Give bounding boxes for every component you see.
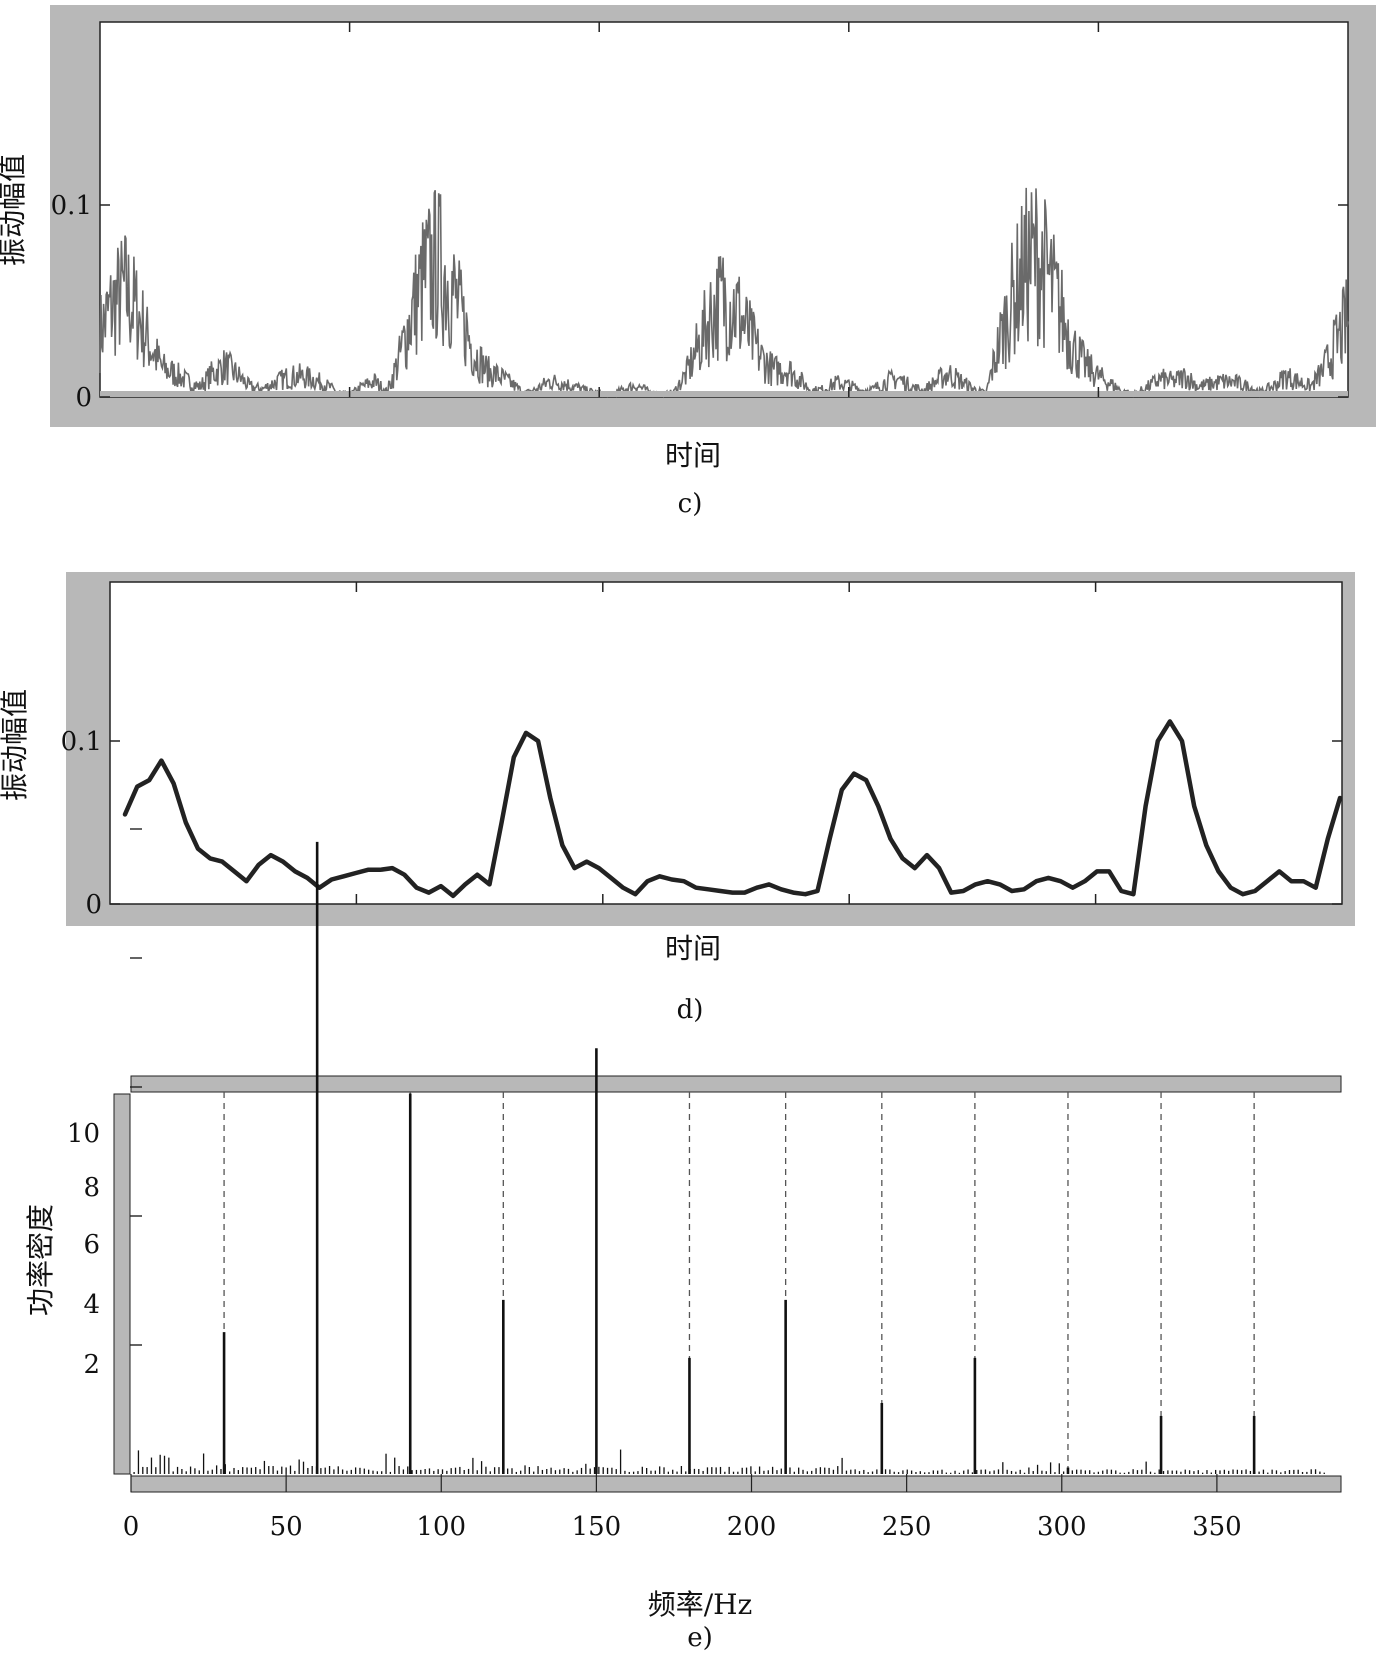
panel-e-top-bar — [130, 1075, 1342, 1093]
panel-e-xtick-label-4: 200 — [727, 1512, 777, 1542]
panel-e-harmonic-bars — [222, 841, 1256, 1474]
panel-e-noise-floor — [133, 1449, 1325, 1474]
panel-e-ytick-label-4: 10 — [67, 1119, 100, 1149]
panel-c-ylabel: 振动幅值 — [0, 154, 29, 266]
panel-e-left-bar — [113, 1093, 131, 1475]
panel-e-xtick-label-3: 150 — [572, 1512, 622, 1542]
panel-e-ytick-label-3: 8 — [83, 1173, 100, 1203]
panel-e-reference-lines — [223, 1092, 1255, 1474]
panel-e-bottom-bar — [130, 1475, 1342, 1493]
panel-e-ytick-label-2: 6 — [83, 1230, 100, 1260]
panel-c-ytick-label-0: 0 — [75, 383, 92, 413]
panel-d-chart: 00.1 振动幅值 时间 d) — [0, 572, 1355, 1025]
panel-e-xtick-label-1: 50 — [270, 1512, 303, 1542]
panel-e-xtick-label-5: 250 — [882, 1512, 932, 1542]
panel-c-ytick-label-1: 0.1 — [51, 191, 92, 221]
panel-c-chart: 00.1 振动幅值 时间 c) — [0, 5, 1376, 519]
panel-c-xlabel: 时间 — [665, 439, 721, 472]
panel-c-baseline-band — [100, 391, 1348, 397]
panel-e-xlabel: 频率/Hz — [648, 1588, 753, 1621]
panel-e-xtick-label-2: 100 — [416, 1512, 466, 1542]
panel-e-ytick-label-0: 2 — [83, 1350, 100, 1380]
panel-d-ylabel: 振动幅值 — [0, 689, 31, 801]
panel-e-xtick-label-0: 0 — [123, 1512, 140, 1542]
panel-e-ticks: 0 50 100 150 200 250 300 350 2 4 6 8 10 — [67, 828, 1242, 1542]
panel-c-label: c) — [678, 489, 703, 519]
panel-e-label: e) — [687, 1623, 713, 1653]
panel-d-ytick-label-0: 0 — [85, 890, 102, 920]
panel-d-ytick-label-1: 0.1 — [61, 727, 102, 757]
panel-c-signal — [99, 187, 1349, 399]
panel-c-ticks: 00.1 — [51, 22, 1348, 413]
panel-d-signal — [122, 719, 1343, 899]
panel-e-ylabel: 功率密度 — [24, 1204, 57, 1316]
panel-d-ticks: 00.1 — [61, 582, 1342, 920]
panel-d-plot-area — [109, 581, 1343, 905]
panel-e-ytick-label-1: 4 — [83, 1290, 100, 1320]
panel-d-xlabel: 时间 — [665, 932, 721, 965]
panel-e-xtick-label-7: 350 — [1192, 1512, 1242, 1542]
panel-e-xtick-label-6: 300 — [1037, 1512, 1087, 1542]
panel-e-chart: 0 50 100 150 200 250 300 350 2 4 6 8 10 功率密度 频率/Hz e… — [24, 828, 1342, 1653]
panel-c-plot-area — [99, 21, 1349, 398]
panel-d-envelope-line — [122, 719, 1343, 899]
panel-d-label: d) — [677, 995, 704, 1025]
